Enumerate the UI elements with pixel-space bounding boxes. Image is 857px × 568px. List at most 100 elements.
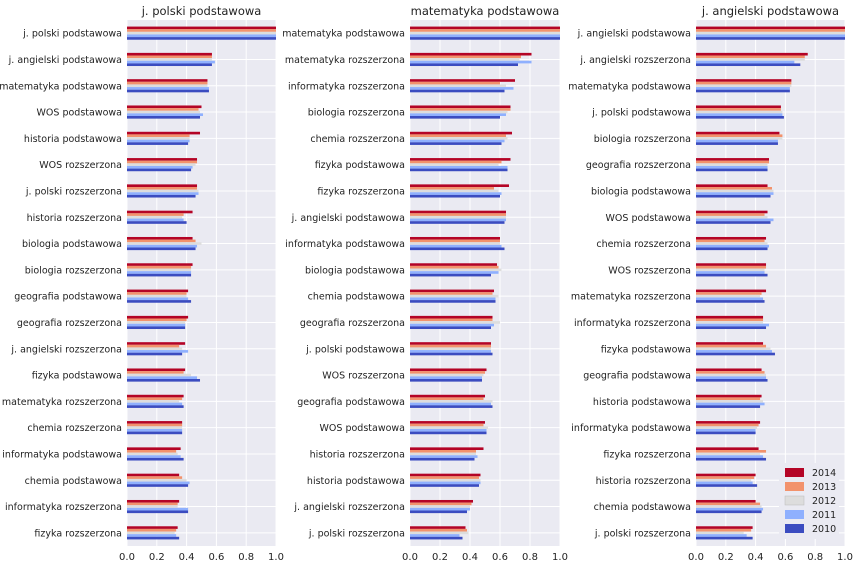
bar-2010 (127, 194, 196, 198)
bar-2014 (127, 263, 193, 266)
bar-2011 (696, 139, 778, 143)
bar-2010 (410, 37, 560, 40)
bar-2014 (696, 52, 808, 56)
category-label: historia podstawowa (593, 397, 691, 408)
bar-2012 (696, 505, 762, 508)
bar-2014 (127, 26, 276, 30)
legend-swatch-2010 (785, 524, 804, 533)
bar-2014 (410, 79, 515, 82)
bar-2011 (127, 507, 189, 511)
bar-2013 (127, 292, 187, 295)
bar-2014 (696, 421, 761, 424)
bar-2011 (127, 402, 183, 406)
category-label: fizyka rozszerzona (317, 186, 405, 197)
bar-2010 (696, 300, 765, 303)
bar-2011 (410, 350, 491, 353)
bar-2010 (410, 89, 505, 93)
category-label: fizyka podstawowa (32, 371, 122, 382)
category-label: historia podstawowa (307, 476, 405, 487)
bar-2012 (696, 189, 774, 193)
bar-2010 (696, 247, 768, 251)
bar-2013 (696, 371, 765, 374)
bar-2011 (696, 192, 774, 195)
bar-2014 (127, 184, 198, 188)
bar-2012 (127, 505, 178, 508)
legend: 2014 2013 2012 2011 2010 (779, 463, 839, 539)
bar-2011 (127, 34, 276, 38)
bar-2011 (696, 113, 783, 116)
bar-2011 (127, 165, 193, 169)
bar-2013 (410, 292, 493, 295)
category-label: matematyka rozszerzona (285, 55, 405, 66)
category-label: geografia podstawowa (583, 371, 691, 382)
category-label: matematyka podstawowa (568, 81, 691, 92)
bar-2012 (696, 347, 771, 351)
bar-2014 (696, 26, 845, 30)
bar-2013 (127, 134, 190, 138)
category-label: j. angielski podstawowa (577, 29, 691, 40)
bar-2013 (410, 423, 484, 427)
bar-2012 (410, 531, 469, 535)
bar-2013 (696, 134, 783, 138)
bar-2013 (127, 265, 192, 269)
bar-2014 (696, 131, 780, 135)
bar-2011 (410, 323, 494, 327)
x-tick-label: 0.8 (807, 552, 823, 563)
bar-2011 (410, 60, 532, 64)
category-label: informatyka rozszerzona (288, 81, 405, 92)
bar-2010 (410, 194, 500, 198)
bar-2013 (127, 81, 208, 85)
bar-2011 (696, 297, 764, 301)
bar-2013 (127, 239, 196, 243)
bar-2011 (127, 481, 190, 485)
category-label: chemia rozszerzona (596, 239, 691, 250)
x-tick-label: 0.4 (462, 552, 478, 563)
bar-2012 (127, 110, 201, 114)
bar-2013 (127, 476, 183, 479)
bar-2012 (127, 400, 180, 403)
bar-2013 (410, 528, 467, 532)
bar-2013 (696, 239, 765, 243)
category-label: j. angielski rozszerzona (293, 502, 405, 513)
bar-2010 (410, 221, 505, 224)
category-label: biologia podstawowa (22, 239, 122, 250)
bar-2011 (127, 192, 199, 195)
bar-2012 (696, 110, 783, 114)
bar-2011 (410, 402, 491, 406)
bar-2010 (127, 89, 209, 93)
bar-2012 (410, 373, 484, 377)
bar-2010 (410, 326, 491, 330)
category-label: informatyka rozszerzona (574, 318, 691, 329)
category-label: matematyka podstawowa (282, 29, 405, 40)
bar-2014 (696, 447, 759, 451)
bar-2010 (127, 273, 192, 277)
bar-2011 (696, 534, 747, 537)
bar-2013 (410, 502, 472, 506)
bar-2014 (696, 289, 767, 293)
category-label: biologia podstawowa (591, 186, 691, 197)
bar-2014 (696, 105, 781, 109)
bar-2013 (696, 81, 792, 85)
legend-label: 2012 (812, 496, 836, 507)
bar-2012 (127, 268, 192, 272)
bar-2014 (696, 499, 756, 503)
bar-2013 (696, 29, 845, 32)
bar-2013 (696, 450, 767, 453)
category-label: historia rozszerzona (310, 449, 405, 460)
bar-2013 (410, 450, 476, 453)
bar-2014 (410, 526, 466, 529)
bar-2011 (410, 481, 481, 485)
bar-2010 (127, 168, 192, 172)
bar-2010 (696, 168, 768, 172)
bar-2012 (127, 215, 183, 219)
panels: 0.0 0.2 0.4 0.6 0.8 1.0 j. polski podstawowa j.… (0, 4, 853, 563)
bar-2013 (127, 29, 276, 32)
panel-2: 0.0 0.2 0.4 0.6 0.8 1.0 matematyka podstawowa m… (282, 4, 568, 563)
bar-2010 (127, 536, 180, 540)
bar-2014 (127, 210, 193, 214)
bar-2010 (410, 405, 493, 408)
bar-2013 (410, 476, 479, 479)
bar-2013 (410, 81, 500, 85)
bar-2010 (696, 484, 758, 487)
category-label: informatyka podstawowa (2, 449, 122, 460)
